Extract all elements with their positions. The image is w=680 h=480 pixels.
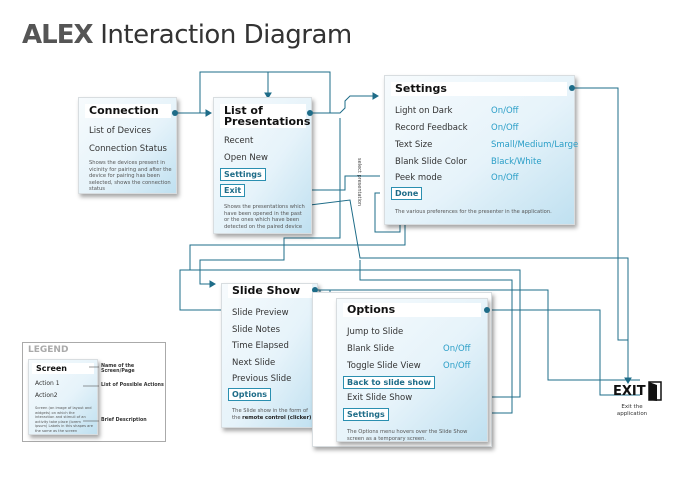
legend: LEGEND Screen Action 1 Action2 Screen (a… [22,342,166,442]
legend-label-description: Brief Description [101,418,147,423]
connection-item-devices[interactable]: List of Devices [89,126,151,136]
connection-item-status[interactable]: Connection Status [89,144,167,154]
slideshow-item-next[interactable]: Next Slide [232,358,276,368]
diagram-title: ALEX Interaction Diagram [22,20,352,50]
options-settings-button[interactable]: Settings [343,408,389,421]
presentations-header-line2: Presentations [224,115,311,128]
options-row-blank-slide[interactable]: Blank Slide [347,344,395,354]
legend-sample-screen: Screen Action 1 Action2 Screen (an image… [28,359,98,435]
settings-row-record-feedback[interactable]: Record Feedback [395,123,468,133]
options-connector-dot [484,307,490,313]
options-exit-slideshow[interactable]: Exit Slide Show [347,393,413,403]
slideshow-options-button[interactable]: Options [228,388,272,401]
options-header: Options [343,303,481,317]
slideshow-screen: Slide Show Slide Preview Slide Notes Tim… [221,283,318,428]
settings-description: The various preferences for the presente… [395,209,552,215]
settings-value-blank-slide-color[interactable]: Black/White [491,157,542,167]
conn-presentations-to-settings [313,95,373,114]
settings-done-button[interactable]: Done [391,187,423,200]
settings-row-text-size[interactable]: Text Size [395,140,433,150]
settings-row-blank-slide-color[interactable]: Blank Slide Color [395,157,468,167]
presentations-item-recent[interactable]: Recent [224,136,254,146]
presentations-settings-button[interactable]: Settings [220,168,266,181]
legend-screen-label: Screen [32,363,94,374]
legend-label-screen: Name of the Screen/Page [101,364,135,374]
presentations-header-line1: List of [224,104,263,117]
legend-desc: Screen (an image of layout and widgets) … [35,406,93,433]
settings-row-peek-mode[interactable]: Peek mode [395,173,443,183]
presentations-exit-button[interactable]: Exit [220,184,246,197]
options-value-toggle-view[interactable]: On/Off [443,361,471,371]
presentations-description: Shows the presentations which have been … [224,204,305,230]
legend-pointer-lines [83,366,99,422]
options-screen: Options Jump to Slide Blank Slide On/Off… [336,298,488,442]
exit-sublabel: Exit the application [612,404,652,417]
slideshow-description: The Slide show in the form of the remote… [232,408,314,421]
exit-label: EXIT [613,384,646,399]
slideshow-item-preview[interactable]: Slide Preview [232,308,289,318]
settings-header: Settings [391,82,567,96]
presentations-header: List of Presentations [220,104,311,128]
presentations-screen: List of Presentations Recent Open New Se… [213,97,312,234]
settings-value-light-on-dark[interactable]: On/Off [491,106,519,116]
options-back-button[interactable]: Back to slide show [343,376,435,389]
connection-header: Connection [85,104,171,118]
legend-action-1: Action 1 [35,380,60,387]
options-row-jump[interactable]: Jump to Slide [347,327,404,337]
slideshow-connector-dot [312,287,318,293]
settings-panel [385,76,574,224]
title-text: Interaction Diagram [92,20,352,50]
exit-sub-line2: application [616,410,648,417]
slideshow-description-bold: remote control (clicker) [242,414,312,421]
title-brand: ALEX [22,20,93,50]
settings-row-light-on-dark[interactable]: Light on Dark [395,106,453,116]
options-description: The Options menu hovers over the Slide S… [347,429,468,442]
legend-title: LEGEND [28,345,69,355]
settings-connector-dot [569,85,575,91]
presentations-connector-dot [307,110,313,116]
conn-select-presentation [199,118,341,285]
settings-value-record-feedback[interactable]: On/Off [491,123,519,133]
slideshow-item-notes[interactable]: Slide Notes [232,325,280,335]
select-presentation-label: select presentation [356,158,362,207]
slideshow-header: Slide Show [228,284,312,298]
exit-door-icon [648,381,662,401]
presentations-item-open-new[interactable]: Open New [224,153,268,163]
settings-value-text-size[interactable]: Small/Medium/Large [491,140,579,150]
connection-connector-dot [172,110,178,116]
slideshow-item-previous[interactable]: Previous Slide [232,374,292,384]
options-value-blank-slide[interactable]: On/Off [443,344,471,354]
connection-screen: Connection List of Devices Connection St… [78,97,177,194]
slideshow-description-text: The Slide show in the form of the [232,408,308,421]
options-row-toggle-view[interactable]: Toggle Slide View [347,361,421,371]
slideshow-panel [222,284,317,427]
legend-action-2: Action2 [35,392,58,399]
settings-value-peek-mode[interactable]: On/Off [491,173,519,183]
legend-label-actions: List of Possible Actions [101,383,164,388]
settings-screen: Settings Light on Dark On/Off Record Fee… [384,75,579,225]
slideshow-item-time-elapsed[interactable]: Time Elapsed [232,341,289,351]
exit-sub-line1: Exit the [621,404,643,410]
connection-description: Shows the devices present in vicinity fo… [89,160,172,192]
